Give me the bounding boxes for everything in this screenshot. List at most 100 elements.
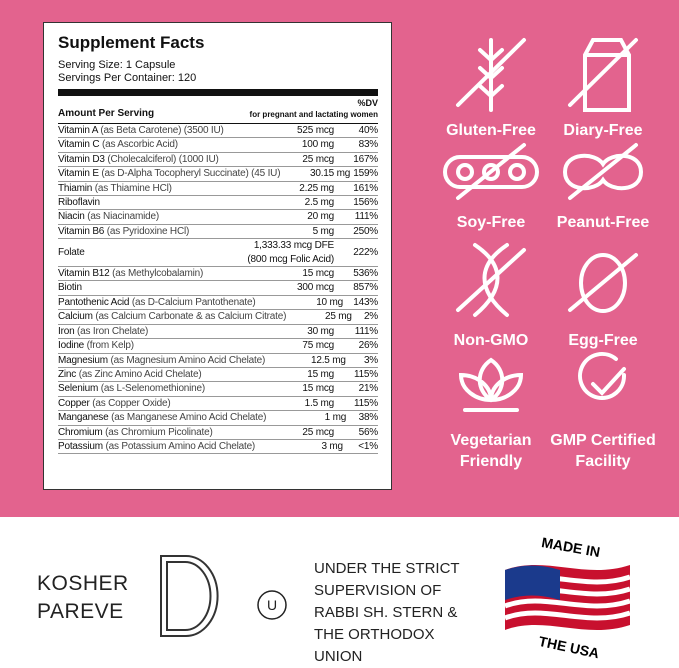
nutrient-name: Calcium (58, 311, 93, 323)
amount-line: 12.5 mg (311, 354, 346, 366)
badge-label: GMP Certified Facility (538, 430, 668, 472)
daily-value: 3% (363, 354, 378, 366)
table-header: Amount Per Serving %DV for pregnant and … (58, 98, 378, 124)
the-usa: THE USA (537, 633, 600, 660)
egg-icon (568, 253, 638, 313)
facts-rows: Vitamin A (as Beta Carotene) (3500 IU) 52… (58, 124, 379, 455)
amount-line: 15 mcg (302, 268, 334, 280)
nutrient-name: Folate (58, 246, 85, 258)
amount-header: Amount Per Serving (58, 108, 155, 119)
amount-line: 300 mcg (297, 282, 334, 294)
amount: 10 mg (255, 296, 343, 309)
facts-row: Niacin (as Niacinamide) 20 mg 111% (58, 210, 378, 225)
amount: 15 mcg (224, 382, 334, 395)
amount: 15 mg (224, 368, 334, 381)
nutrient: Riboflavin (58, 196, 224, 209)
facts-row: Iodine (from Kelp) 75 mcg 26% (58, 339, 379, 354)
facts-row: Pantothenic Acid (as D-Calcium Pantothen… (58, 296, 378, 311)
daily-value: 250% (353, 225, 378, 237)
badge-label: Soy-Free (426, 212, 556, 233)
facts-row: Selenium (as L-Selenomethionine) 15 mcg 21… (58, 382, 379, 397)
nutrient-source: (as Niacinamide) (87, 211, 160, 223)
facts-row: Zinc (as Zinc Amino Acid Chelate) 15 mg 11… (58, 368, 378, 383)
badge-line: Soy-Free (456, 214, 526, 231)
nutrient: Magnesium (as Magnesium Amino Acid Chela… (58, 354, 265, 367)
amount-line: 1,333.33 mcg DFE (253, 240, 334, 252)
daily-value: 222% (353, 246, 378, 258)
amount-line: 525 mcg (297, 125, 334, 136)
badge-line: Vegetarian (450, 432, 532, 449)
amount-line: 25 mg (324, 311, 352, 323)
nutrient-name: Vitamin D3 (58, 153, 105, 165)
amount: 5 mg (224, 225, 335, 238)
badge-label: Vegetarian Friendly (426, 430, 556, 472)
nutrient-source: (as L-Selenomethionine) (100, 383, 206, 395)
supervision-line: UNDER THE STRICT (314, 560, 460, 577)
amount: 75 mcg (224, 339, 334, 352)
amount: 1.5 mg (224, 397, 335, 410)
servings: Servings Per Container: 120 (58, 72, 197, 84)
facts-row: Vitamin E (as D-Alpha Tocopheryl Succina… (58, 167, 378, 182)
nutrient: Niacin (as Niacinamide) (58, 210, 224, 223)
nutrient-source: (as Magnesium Amino Acid Chelate) (110, 354, 266, 366)
daily-value: 111% (354, 211, 378, 223)
nutrient: Manganese (as Manganese Amino Acid Chela… (58, 411, 266, 424)
badge-line: Non-GMO (453, 332, 529, 349)
amount-line: 20 mg (307, 211, 334, 223)
amount-line: 30.15 mg (309, 168, 351, 180)
daily-value: 56% (358, 426, 379, 438)
amount-line: 15 mg (307, 368, 334, 380)
daily-value: 21% (358, 383, 379, 395)
nutrient-name: Iodine (58, 340, 85, 352)
badge-label: Peanut-Free (538, 212, 668, 233)
facts-row: Vitamin A (as Beta Carotene) (3500 IU) 52… (58, 124, 378, 139)
kosher: KOSHER (37, 572, 129, 595)
nutrient-name: Vitamin B12 (58, 268, 110, 280)
nutrient-name: Copper (58, 397, 90, 409)
badge-line: Gluten-Free (446, 122, 536, 139)
nutrient-source: (from Kelp) (86, 340, 134, 352)
daily-value: 143% (353, 296, 378, 308)
daily-value: 857% (353, 282, 378, 294)
pareve: PAREVE (37, 600, 124, 623)
facts-row: Chromium (as Chromium Picolinate) 25 mcg 5… (58, 426, 378, 440)
nutrient-name: Niacin (58, 211, 85, 223)
ou-letter: U (267, 597, 277, 613)
facts-row: Riboflavin 2.5 mg 156% (58, 196, 378, 211)
facts-row: Copper (as Copper Oxide) 1.5 mg 115% (58, 397, 378, 412)
amount: 1 mg (266, 411, 347, 424)
nutrient-source: (as Iron Chelate) (77, 325, 149, 337)
nutrient-source: (as Beta Carotene) (3500 IU) (100, 125, 224, 136)
nutrient-source: (as Thiamine HCl) (94, 182, 172, 194)
supervision-line: THE ORTHODOX (314, 626, 435, 643)
daily-value: 156% (353, 197, 378, 209)
facts-row: Iron (as Iron Chelate) 30 mg 111% (58, 325, 378, 340)
amount-line: 30 mg (307, 325, 334, 337)
nutrient-source: (as Calcium Carbonate & as Calcium Citra… (95, 311, 287, 323)
facts-row: Magnesium (as Magnesium Amino Acid Chela… (58, 354, 378, 368)
facts-row: Thiamin (as Thiamine HCl) 2.25 mg 161% (58, 182, 378, 197)
daily-value: 2% (363, 311, 378, 323)
nutrient: Potassium (as Potassium Amino Acid Chela… (58, 440, 255, 453)
made-in: MADE IN (540, 534, 601, 560)
facts-row: Manganese (as Manganese Amino Acid Chela… (58, 411, 378, 426)
badge-line: Facility (575, 453, 631, 470)
amount-line: 5 mg (312, 225, 335, 237)
badge-label: Gluten-Free (426, 120, 556, 141)
nutrient-source: (as Potassium Amino Acid Chelate) (105, 440, 256, 452)
nutrient: Iron (as Iron Chelate) (58, 325, 224, 338)
usa-badge: MADE IN THE USA (504, 534, 631, 660)
amount: 20 mg (224, 210, 334, 223)
daily-value: 26% (358, 340, 379, 352)
nutrient: Vitamin D3 (Cholecalciferol) (1000 IU) (58, 153, 224, 166)
daily-value: 111% (354, 325, 378, 337)
badge-label: Egg-Free (538, 330, 668, 351)
facts-row: Biotin 300 mcg 857% (58, 281, 378, 296)
dairy-icon (568, 38, 638, 112)
nutrient: Vitamin E (as D-Alpha Tocopheryl Succina… (58, 167, 281, 180)
daily-value: 115% (353, 397, 378, 409)
vegetarian-icon (458, 357, 524, 412)
supervision: UNDER THE STRICT SUPERVISION OF RABBI SH. … (314, 558, 460, 668)
nutrient-name: Vitamin B6 (58, 225, 105, 237)
daily-value: 536% (353, 268, 378, 280)
